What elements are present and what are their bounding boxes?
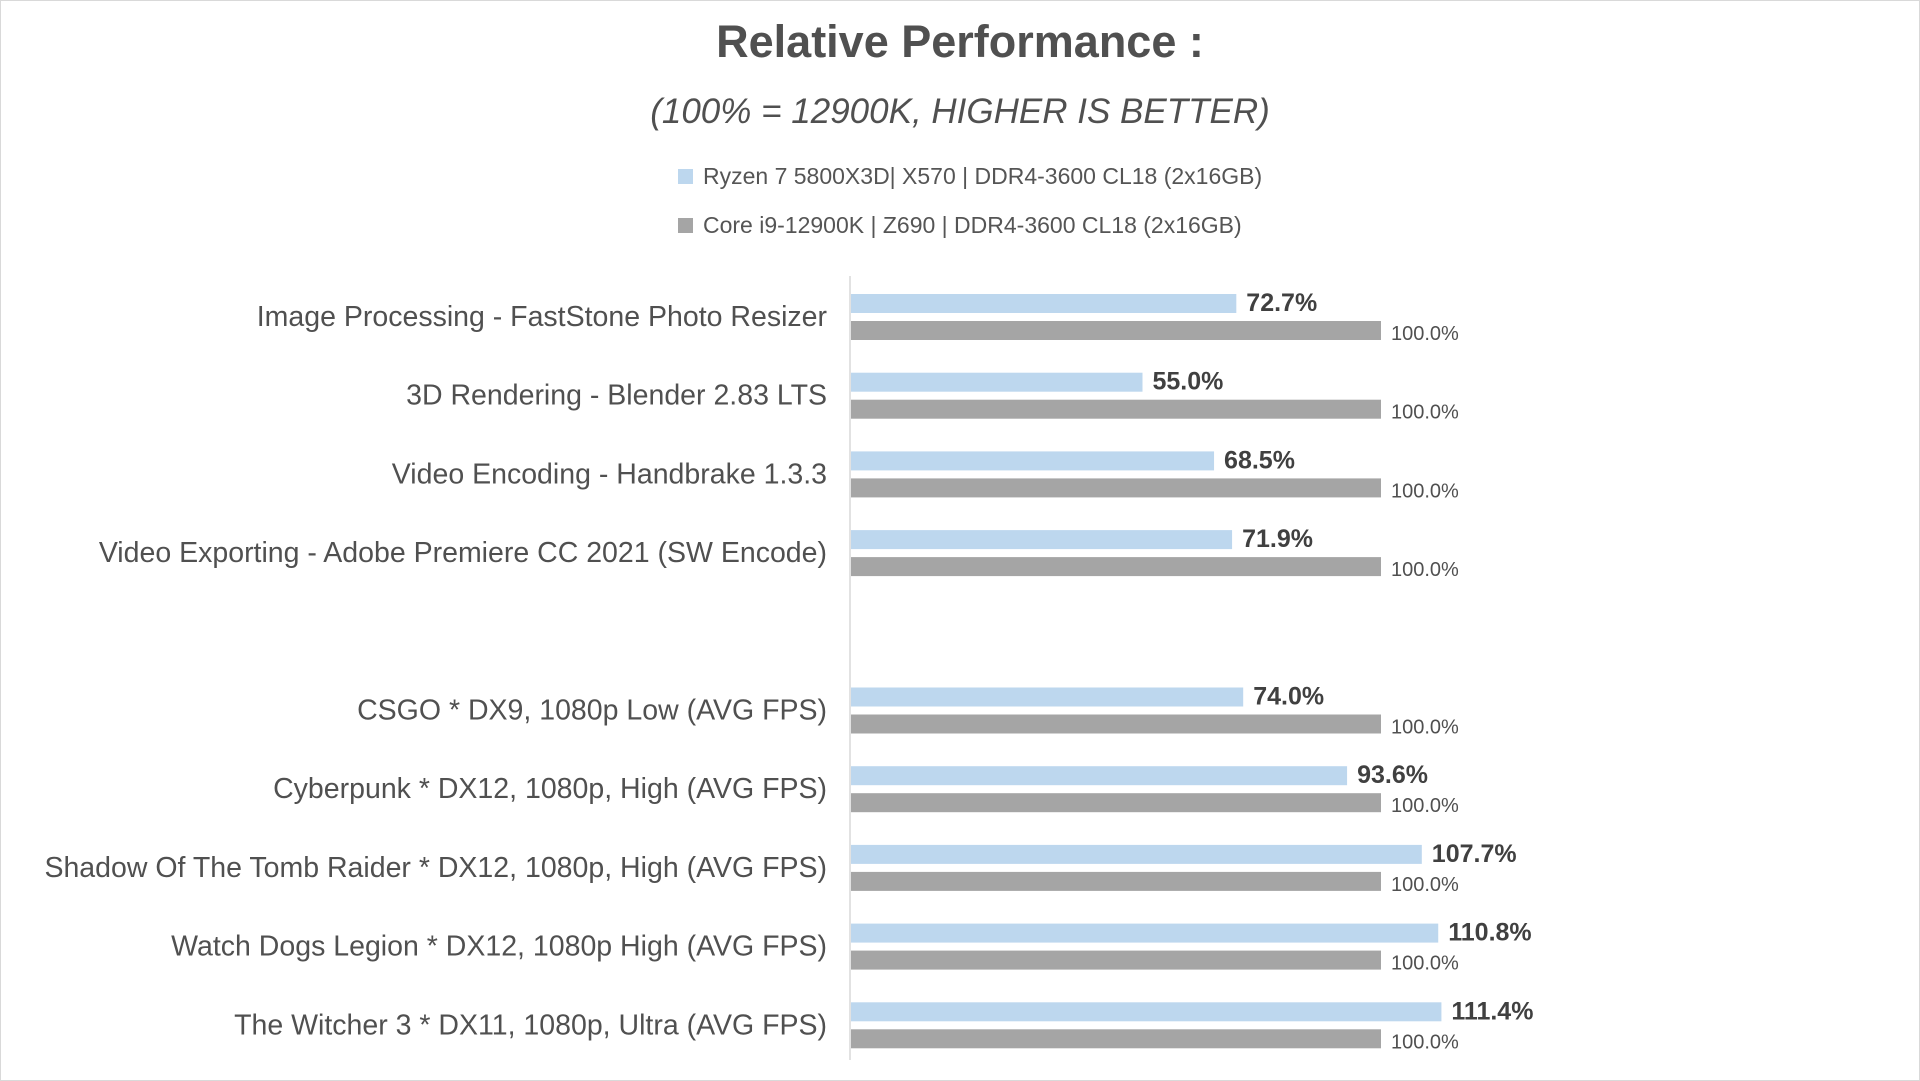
data-label-ryzen: 111.4% [1451, 997, 1533, 1025]
category-label: Video Encoding - Handbrake 1.3.3 [392, 458, 827, 490]
bar-intel [851, 950, 1381, 970]
category-label: Shadow Of The Tomb Raider * DX12, 1080p,… [44, 852, 827, 884]
legend-swatch-intel [678, 218, 693, 233]
data-label-ryzen: 110.8% [1448, 919, 1531, 947]
bar-intel [851, 714, 1381, 734]
bar-intel [851, 399, 1381, 419]
data-label-intel: 100.0% [1391, 559, 1459, 581]
category-label: Image Processing - FastStone Photo Resiz… [257, 301, 828, 333]
bar-intel [851, 871, 1381, 891]
data-label-intel: 100.0% [1391, 874, 1459, 896]
bar-intel [851, 793, 1381, 813]
data-label-intel: 100.0% [1391, 323, 1459, 345]
legend-label-ryzen: Ryzen 7 5800X3D| X570 | DDR4-3600 CL18 (… [703, 163, 1263, 189]
legend-label-intel: Core i9-12900K | Z690 | DDR4-3600 CL18 (… [703, 212, 1242, 238]
bar-intel [851, 557, 1381, 577]
data-label-ryzen: 72.7% [1246, 289, 1317, 317]
category-label: 3D Rendering - Blender 2.83 LTS [406, 380, 827, 412]
bar-ryzen [851, 923, 1439, 943]
bar-ryzen [851, 1002, 1442, 1022]
bar-ryzen [851, 687, 1244, 707]
data-label-ryzen: 55.0% [1153, 368, 1224, 396]
data-label-ryzen: 93.6% [1357, 761, 1428, 789]
chart-title: Relative Performance : [716, 16, 1204, 67]
data-label-ryzen: 107.7% [1432, 840, 1517, 868]
bar-intel [851, 321, 1381, 340]
legend-item-intel: Core i9-12900K | Z690 | DDR4-3600 CL18 (… [678, 212, 1242, 239]
category-label: CSGO * DX9, 1080p Low (AVG FPS) [357, 695, 827, 727]
category-label: Watch Dogs Legion * DX12, 1080p High (AV… [171, 931, 827, 963]
legend-swatch-ryzen [678, 169, 693, 184]
data-label-ryzen: 68.5% [1224, 446, 1295, 474]
data-label-intel: 100.0% [1391, 480, 1459, 502]
chart-subtitle: (100% = 12900K, HIGHER IS BETTER) [650, 92, 1270, 131]
bar-intel [851, 478, 1381, 498]
data-label-intel: 100.0% [1391, 717, 1459, 739]
bar-ryzen [851, 766, 1348, 786]
bar-ryzen [851, 294, 1237, 313]
data-label-intel: 100.0% [1391, 953, 1459, 975]
legend-item-ryzen: Ryzen 7 5800X3D| X570 | DDR4-3600 CL18 (… [678, 163, 1262, 190]
data-label-ryzen: 74.0% [1253, 683, 1324, 711]
data-label-intel: 100.0% [1391, 1031, 1459, 1053]
category-label: The Witcher 3 * DX11, 1080p, Ultra (AVG … [234, 1009, 827, 1041]
category-label: Cyberpunk * DX12, 1080p, High (AVG FPS) [273, 773, 827, 805]
bar-ryzen [851, 451, 1215, 471]
bar-ryzen [851, 844, 1422, 864]
bar-ryzen [851, 530, 1233, 550]
category-label: Video Exporting - Adobe Premiere CC 2021… [99, 537, 827, 569]
bar-intel [851, 1029, 1381, 1049]
bar-ryzen [851, 372, 1143, 392]
data-label-intel: 100.0% [1391, 795, 1459, 817]
data-label-ryzen: 71.9% [1242, 525, 1313, 553]
data-label-intel: 100.0% [1391, 402, 1459, 424]
